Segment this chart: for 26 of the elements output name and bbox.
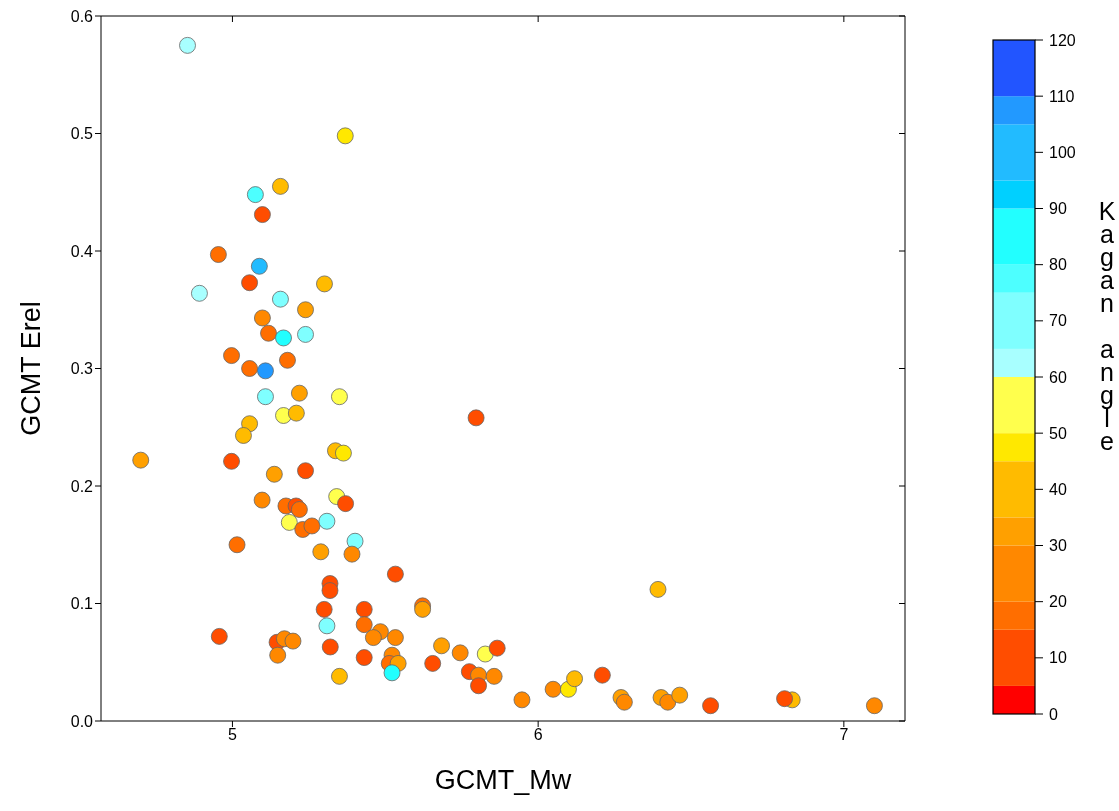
color-bar-label: 0 — [1049, 705, 1058, 723]
color-bar-label: 70 — [1049, 312, 1067, 330]
color-bar-label: 120 — [1049, 31, 1076, 49]
color-bar-label: 40 — [1049, 480, 1067, 498]
y-tick-label: 0.4 — [70, 242, 94, 260]
color-bar-label: 10 — [1049, 649, 1067, 667]
text: Kagan angle — [1098, 197, 1116, 455]
y-tick-label: 0.1 — [70, 595, 94, 613]
color-bar-label: 50 — [1049, 424, 1067, 442]
y-axis-title: GCMT Erel — [15, 301, 46, 436]
color-bar-label: 20 — [1049, 593, 1067, 611]
x-tick-label: 6 — [533, 726, 543, 744]
y-tick-label: 0.3 — [70, 360, 94, 378]
y-tick-label: 0.2 — [70, 477, 94, 495]
y-tick-label: 0.0 — [70, 712, 94, 730]
color-bar-label: 100 — [1049, 143, 1076, 161]
y-tick-label: 0.6 — [70, 7, 94, 25]
x-tick-label: 5 — [228, 726, 237, 744]
y-tick-label: 0.5 — [70, 125, 94, 143]
color-bar-label: 90 — [1049, 200, 1067, 217]
color-bar-label: 80 — [1049, 256, 1067, 274]
color-bar-label: 30 — [1049, 537, 1067, 554]
x-tick-label: 7 — [839, 726, 849, 744]
color-bar-label: 60 — [1049, 368, 1067, 386]
x-axis-title: GCMT_Mw — [434, 765, 572, 795]
color-bar-label: 110 — [1049, 87, 1075, 105]
